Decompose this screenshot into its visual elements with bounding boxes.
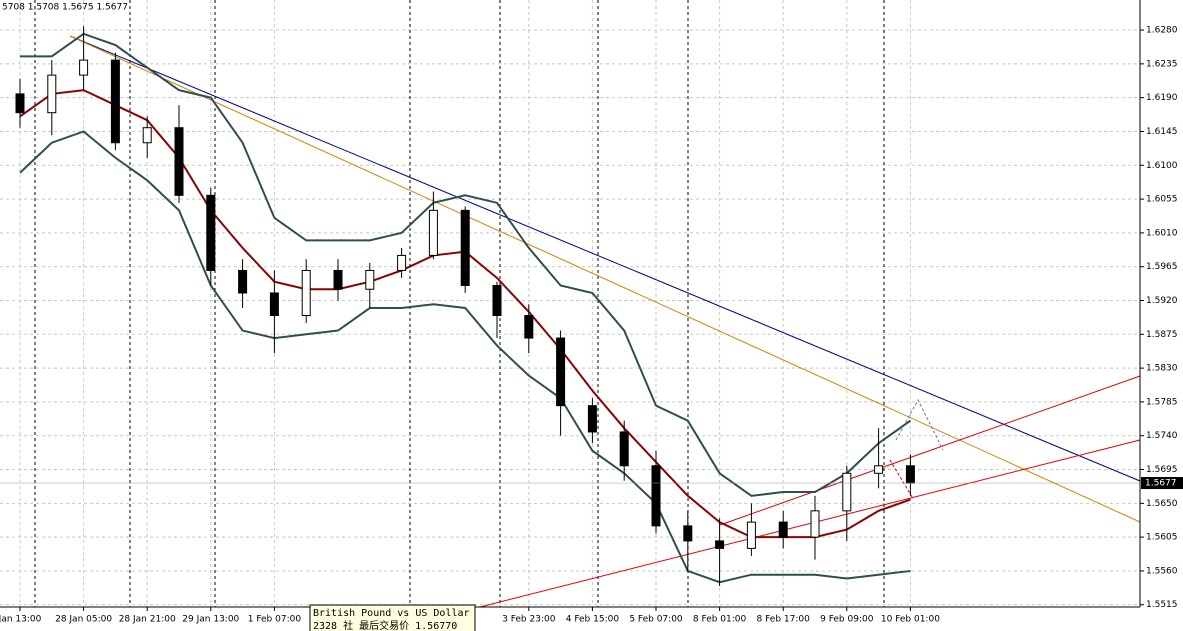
x-tick-label: 8 Feb 01:00 — [693, 615, 747, 625]
x-tick-label: Jan 13:00 — [0, 615, 42, 625]
x-tick-label: 5 Feb 07:00 — [629, 615, 683, 625]
y-tick-label: 1.6280 — [1146, 26, 1178, 36]
x-tick-label: 10 Feb 01:00 — [881, 615, 940, 625]
x-tick-label: 9 Feb 09:00 — [820, 615, 874, 625]
candle-body — [365, 269, 375, 290]
candle-body — [651, 465, 661, 527]
y-tick-label: 1.6235 — [1146, 59, 1178, 69]
projection-arrow — [889, 459, 913, 498]
candle-body — [905, 465, 915, 484]
candle-body — [238, 269, 248, 294]
candle-body — [715, 540, 725, 549]
channel-line — [479, 439, 1141, 608]
candle-body — [810, 510, 820, 538]
current-price-label: 1.5677 — [1145, 479, 1177, 489]
y-tick-label: 1.6100 — [1146, 161, 1178, 171]
overlay-line — [19, 130, 911, 584]
y-tick-label: 1.5830 — [1146, 364, 1178, 374]
candle-body — [110, 59, 120, 144]
candle-body — [269, 292, 279, 317]
candle-body — [683, 525, 693, 542]
trendline — [69, 35, 1141, 482]
candle-body — [47, 74, 57, 114]
candle-body — [79, 59, 89, 76]
candle-body — [492, 284, 502, 317]
y-tick-label: 1.6010 — [1146, 228, 1178, 238]
x-tick-label: 29 Jan 13:00 — [182, 615, 239, 625]
day-separators — [34, 0, 885, 607]
y-tick-label: 1.5965 — [1146, 262, 1178, 272]
tooltip-box — [309, 604, 476, 631]
x-tick-label: 28 Jan 21:00 — [119, 615, 176, 625]
grid — [0, 0, 1140, 607]
x-tick-label: 28 Jan 05:00 — [55, 615, 112, 625]
candle-body — [397, 254, 407, 271]
axes: 1.6280 1.6235 1.6190 1.6145 1.6100 1.6055 1.60… — [0, 26, 1183, 625]
channel-line — [719, 375, 1141, 526]
candle-body — [746, 521, 756, 549]
plot — [15, 26, 915, 586]
trendline — [69, 35, 1141, 523]
candle-body — [333, 269, 343, 290]
x-tick-label: 3 Feb 23:00 — [502, 615, 556, 625]
tooltip-line: British Pound vs US Dollar — [313, 608, 470, 619]
candle-body — [15, 93, 25, 114]
y-tick-label: 1.6055 — [1146, 195, 1178, 205]
candle-body — [524, 315, 534, 339]
candle-body — [874, 465, 884, 474]
y-tick-label: 1.5515 — [1146, 600, 1178, 610]
overlay-line — [20, 32, 911, 497]
tooltip: British Pound vs US Dollar 2328 社 最后交易价 … — [309, 604, 476, 631]
tooltip-line: 2328 社 最后交易价 1.56770 — [313, 619, 457, 631]
y-tick-label: 1.5695 — [1146, 465, 1178, 475]
candle-body — [587, 405, 597, 433]
candle-body — [842, 472, 852, 512]
y-tick-label: 1.6145 — [1146, 127, 1178, 137]
y-tick-label: 1.5785 — [1146, 397, 1178, 407]
y-tick-label: 1.5875 — [1146, 330, 1178, 340]
y-tick-label: 1.5560 — [1146, 566, 1178, 576]
y-tick-label: 1.5605 — [1146, 533, 1178, 543]
x-tick-label: 1 Feb 07:00 — [248, 615, 302, 625]
y-tick-label: 1.5920 — [1146, 296, 1178, 306]
x-tick-label: 8 Feb 17:00 — [757, 615, 811, 625]
y-tick-label: 1.6190 — [1146, 93, 1178, 103]
x-tick-label: 4 Feb 15:00 — [566, 615, 620, 625]
candle-body — [619, 431, 629, 467]
current-price-box — [1141, 477, 1183, 490]
y-tick-label: 1.5740 — [1146, 431, 1178, 441]
ohlc-header: 5708 1.5708 1.5675 1.5677 — [2, 3, 128, 13]
candle-body — [174, 127, 184, 196]
candle-body — [301, 269, 311, 317]
candle-body — [206, 194, 216, 271]
candle-body — [778, 521, 788, 538]
y-tick-label: 1.5650 — [1146, 499, 1178, 509]
candle-body — [556, 337, 566, 407]
candle-body — [142, 127, 152, 144]
candle-body — [460, 209, 470, 286]
candle-body — [428, 209, 438, 256]
